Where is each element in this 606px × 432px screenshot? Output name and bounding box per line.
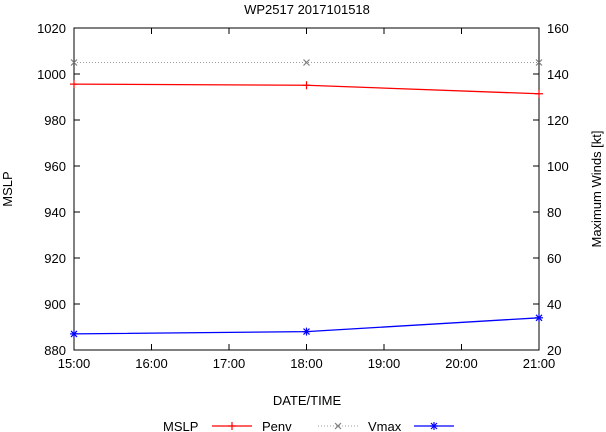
x-tick-label: 20:00 — [445, 356, 478, 371]
y-left-tick-label: 880 — [44, 343, 66, 358]
legend-label: Vmax — [368, 419, 402, 432]
marker-stroke — [334, 422, 342, 430]
x-tick-label: 16:00 — [135, 356, 168, 371]
marker-stroke — [70, 59, 78, 66]
y-left-tick-label: 1020 — [37, 21, 66, 36]
x-tick-label: 18:00 — [290, 356, 323, 371]
legend-label: Penv — [262, 419, 292, 432]
x-axis-label: DATE/TIME — [273, 393, 342, 408]
y-left-tick-label: 940 — [44, 205, 66, 220]
plot-frame — [73, 27, 540, 351]
data-point-plus — [535, 89, 543, 98]
marker-stroke — [535, 59, 543, 66]
data-point-cross — [535, 59, 543, 66]
marker-stroke — [303, 59, 310, 66]
y-right-tick-label: 40 — [547, 297, 561, 312]
y-right-tick-label: 160 — [547, 21, 569, 36]
y-left-tick-label: 980 — [44, 113, 66, 128]
y-left-tick-label: 900 — [44, 297, 66, 312]
chart-title: WP2517 2017101518 — [244, 2, 370, 17]
data-point-plus — [228, 422, 236, 430]
data-point-star — [535, 313, 543, 322]
legend-title: MSLP — [163, 419, 198, 432]
data-point-plus — [70, 80, 78, 89]
y-left-tick-label: 1000 — [37, 67, 66, 82]
x-tick-label: 21:00 — [523, 356, 556, 371]
y-left-tick-label: 920 — [44, 251, 66, 266]
y-left-axis-label: MSLP — [0, 171, 15, 206]
y-right-tick-label: 20 — [547, 343, 561, 358]
y-right-tick-label: 120 — [547, 113, 569, 128]
x-tick-label: 17:00 — [213, 356, 246, 371]
data-point-cross — [303, 59, 310, 66]
marker-stroke — [70, 330, 78, 338]
ticks-layer: 15:00 16:00 17:00 18:00 19:00 20:00 21:00 880 90… — [37, 21, 569, 371]
data-point-cross — [70, 59, 78, 66]
data-point-star — [302, 327, 311, 336]
data-point-star — [70, 329, 78, 338]
y-left-tick-label: 960 — [44, 159, 66, 174]
series-layer — [70, 59, 543, 338]
x-tick-label: 19:00 — [368, 356, 401, 371]
y-right-tick-label: 140 — [547, 67, 569, 82]
y-right-tick-label: 80 — [547, 205, 561, 220]
legend: MSLP Penv Vmax — [163, 419, 454, 432]
y-right-tick-label: 60 — [547, 251, 561, 266]
y-right-axis-label: Maximum Winds [kt] — [589, 130, 604, 247]
marker-stroke — [430, 422, 438, 430]
data-point-cross — [334, 422, 342, 430]
data-point-plus — [302, 81, 311, 90]
y-right-tick-label: 100 — [547, 159, 569, 174]
marker-stroke — [535, 314, 543, 322]
x-tick-label: 15:00 — [58, 356, 91, 371]
marker-stroke — [303, 328, 310, 336]
data-point-star — [430, 422, 438, 430]
